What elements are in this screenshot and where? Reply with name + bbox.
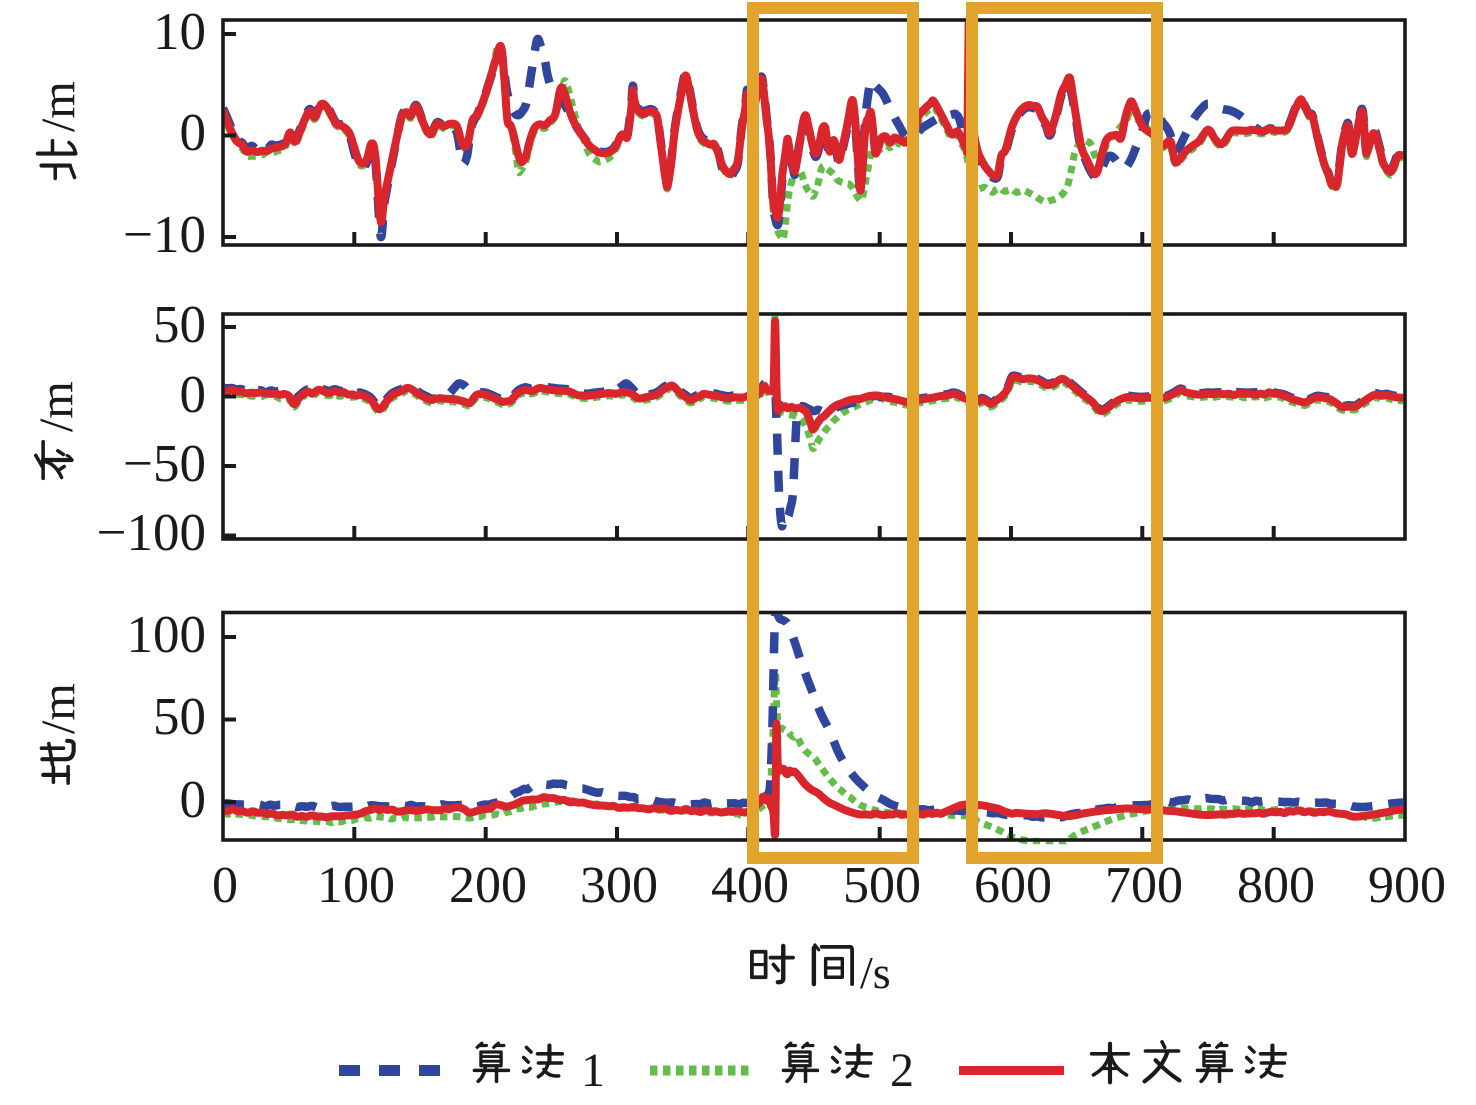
svg-text:900: 900 xyxy=(1368,857,1446,914)
svg-text:1: 1 xyxy=(581,1044,605,1097)
svg-text:100: 100 xyxy=(127,606,207,664)
svg-text:−10: −10 xyxy=(123,206,206,264)
svg-text:10: 10 xyxy=(153,3,206,61)
svg-text:800: 800 xyxy=(1237,857,1315,914)
svg-text:500: 500 xyxy=(843,857,921,914)
svg-text:100: 100 xyxy=(317,857,395,914)
svg-text:600: 600 xyxy=(974,857,1052,914)
svg-text:200: 200 xyxy=(449,857,527,914)
svg-text:2: 2 xyxy=(890,1044,914,1097)
svg-text:0: 0 xyxy=(212,857,238,914)
svg-text:50: 50 xyxy=(153,296,206,354)
svg-text:400: 400 xyxy=(711,857,789,914)
svg-text:50: 50 xyxy=(153,688,206,746)
svg-text:/m: /m xyxy=(32,81,85,132)
svg-text:−50: −50 xyxy=(123,435,206,493)
svg-text:/m: /m xyxy=(30,381,83,432)
svg-text:0: 0 xyxy=(180,771,207,829)
svg-text:/s: /s xyxy=(860,947,891,998)
svg-text:0: 0 xyxy=(180,104,207,162)
svg-text:/m: /m xyxy=(32,683,85,734)
svg-text:700: 700 xyxy=(1105,857,1183,914)
svg-text:300: 300 xyxy=(580,857,658,914)
svg-text:0: 0 xyxy=(180,366,207,424)
svg-text:−100: −100 xyxy=(97,504,206,562)
